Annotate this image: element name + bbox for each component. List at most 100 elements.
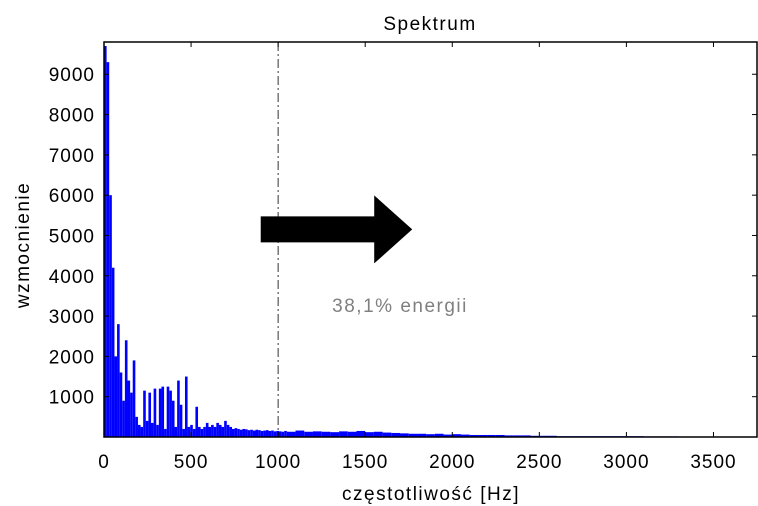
spectrum-bar (192, 428, 196, 437)
spectrum-bar (119, 372, 123, 437)
spectrum-bar (279, 431, 282, 437)
spectrum-bar (153, 388, 157, 437)
spectrum-bar (109, 195, 112, 437)
spectrum-bar (164, 428, 167, 437)
spectrum-bar (434, 433, 444, 437)
spectrum-bar (373, 431, 383, 437)
spectrum-bar (365, 432, 374, 437)
energy-annotation: 38,1% energii (332, 296, 468, 317)
chart-title: Spektrum (383, 14, 476, 35)
spectrum-bar (247, 430, 251, 437)
spectrum-bar (408, 433, 418, 437)
spectrum-bar (487, 434, 496, 437)
spectrum-bar (250, 429, 253, 437)
spectrum-bar (268, 430, 272, 437)
spectrum-bar (229, 426, 232, 437)
frame-ticks (103, 42, 757, 437)
x-tick-label: 1500 (342, 452, 388, 473)
spectrum-bar (130, 392, 133, 437)
right-arrow-icon (260, 195, 413, 264)
spectrum-bar (281, 431, 285, 437)
spectrum-bar (295, 430, 305, 437)
spectrum-bar (169, 390, 172, 437)
y-tick-label: 5000 (49, 226, 95, 247)
spectrum-bar (260, 430, 264, 437)
x-tick-label: 1000 (255, 452, 301, 473)
spectrum-bar (211, 424, 214, 437)
x-tick-label: 0 (98, 452, 110, 473)
spectrum-bar (208, 426, 212, 437)
spectrum-bar (521, 435, 531, 437)
spectrum-bar (203, 426, 206, 437)
spectrum-bar (190, 424, 193, 437)
y-tick-label: 8000 (49, 106, 95, 127)
spectrum-bar (148, 392, 152, 437)
spectrum-bar (443, 434, 453, 437)
spectrum-bar (347, 431, 357, 437)
spectrum-bar (132, 360, 136, 437)
spectrum-bar (339, 431, 348, 437)
spectrum-bar (104, 46, 107, 438)
spectrum-bar (286, 431, 296, 437)
spectrum-bar (478, 434, 488, 437)
spectrum-bar (239, 429, 243, 437)
spectrum-bar (460, 434, 470, 437)
spectrum-bar (221, 426, 225, 437)
spectrum-bar (452, 434, 461, 437)
x-tick-label: 3000 (603, 452, 649, 473)
spectrum-bar (234, 428, 238, 437)
x-axis-label: częstotliwość [Hz] (342, 484, 520, 505)
spectrum-bar (216, 422, 219, 437)
spectrum-bar (400, 433, 409, 437)
spectrum-bar (218, 424, 222, 437)
spectrum-bar (179, 404, 183, 437)
spectrum-bar (312, 431, 322, 437)
spectrum-bar (304, 431, 313, 437)
y-tick-label: 7000 (49, 146, 95, 167)
spectrum-bar (124, 340, 128, 437)
spectrum-bar (213, 426, 217, 437)
y-axis-label: wzmocnienie (13, 182, 34, 309)
spectrum-bar (171, 400, 175, 437)
x-tick-label: 3500 (690, 452, 736, 473)
y-tick-label: 3000 (49, 307, 95, 328)
spectrum-bar (224, 420, 227, 437)
spectrum-bar (469, 434, 479, 437)
spectrum-bar (205, 422, 209, 437)
spectrum-bar (330, 432, 340, 437)
spectrum-bar (417, 433, 427, 437)
spectrum-bar (143, 390, 146, 437)
spectrum-bar (158, 388, 162, 437)
spectrum-bar (252, 430, 256, 437)
spectrum-bar (117, 324, 120, 437)
spectrum-bar (513, 435, 522, 437)
spectrum-bar (382, 432, 392, 437)
spectrum-bar (127, 380, 131, 437)
spectrum-bar (182, 428, 185, 437)
spectrum-bars (104, 46, 757, 438)
x-tick-labels: 0 500 1000 1500 2000 2500 3000 3500 (98, 452, 736, 473)
spectrum-bar (258, 430, 261, 437)
spectrum-bar (391, 432, 401, 437)
spectrum-bar (177, 380, 180, 437)
y-tick-label: 4000 (49, 267, 95, 288)
spectrum-bar (151, 422, 154, 437)
spectrum-bar (174, 426, 178, 437)
spectrum-bar (184, 376, 188, 437)
spectrum-bar (321, 431, 331, 437)
spectrum-bar (504, 435, 514, 437)
y-tick-label: 9000 (49, 65, 95, 86)
x-tick-label: 2000 (429, 452, 475, 473)
spectrum-bar (245, 429, 248, 437)
spectrum-bar (226, 424, 230, 437)
x-tick-label: 2500 (516, 452, 562, 473)
spectrum-bar (356, 430, 366, 437)
spectrum-bar (263, 430, 266, 437)
y-tick-label: 1000 (49, 388, 95, 409)
spectrum-bar (122, 400, 125, 437)
spectrum-bar (111, 267, 115, 437)
spectrum-bar (273, 431, 277, 437)
spectrum-bar (156, 424, 159, 437)
spectrum-bar (426, 434, 435, 437)
spectrum-bar (495, 434, 505, 437)
